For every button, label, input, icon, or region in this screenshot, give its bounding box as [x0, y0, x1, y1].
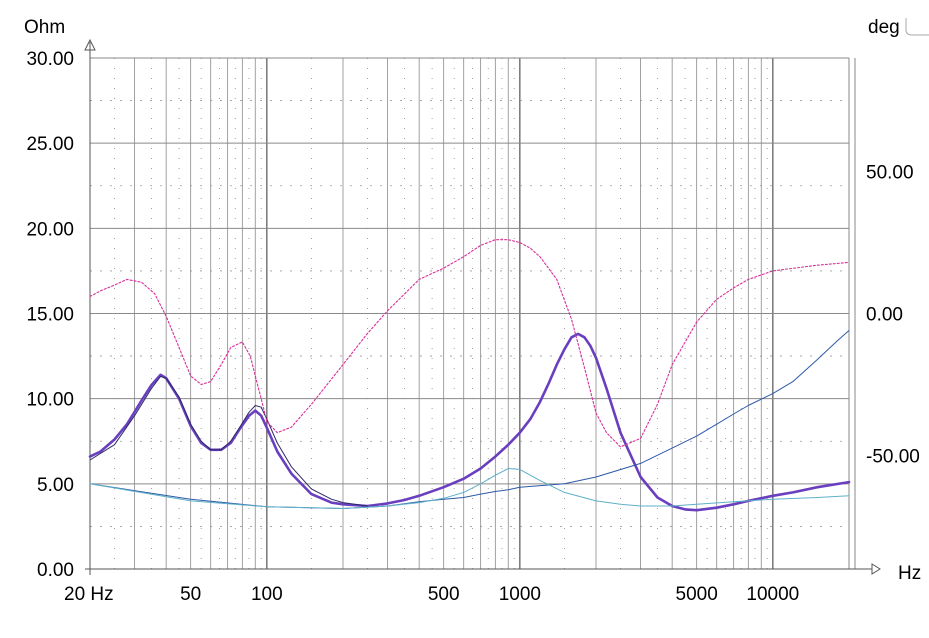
x-axis-arrow — [871, 563, 881, 575]
x-tick-label: 500 — [428, 584, 460, 605]
x-tick-label: 20 Hz — [64, 584, 114, 605]
corner-bracket — [905, 18, 929, 36]
left-tick-label: 5.00 — [37, 475, 74, 496]
right-axis-unit: deg — [868, 17, 900, 38]
left-tick-label: 20.00 — [26, 219, 74, 240]
series-line — [89, 376, 368, 507]
series-line — [89, 330, 850, 509]
left-tick-label: 10.00 — [26, 390, 74, 411]
y-axis-arrow — [84, 38, 96, 51]
left-tick-label: 15.00 — [26, 305, 74, 326]
x-tick-label: 50 — [180, 584, 201, 605]
series-line — [88, 332, 851, 512]
series-line — [89, 239, 850, 448]
grid — [89, 57, 856, 570]
x-tick-label: 10000 — [746, 584, 799, 605]
right-tick-label: 0.00 — [866, 305, 903, 326]
x-tick-label: 5000 — [676, 584, 718, 605]
x-tick-label: 100 — [251, 584, 283, 605]
left-tick-label: 0.00 — [37, 560, 74, 581]
left-tick-label: 30.00 — [26, 49, 74, 70]
series-line — [89, 468, 850, 509]
left-axis-unit: Ohm — [24, 17, 65, 38]
x-tick-label: 1000 — [499, 584, 541, 605]
right-tick-label: 50.00 — [866, 163, 914, 184]
axes — [84, 18, 929, 575]
x-axis-unit: Hz — [898, 563, 921, 584]
right-tick-label: -50.00 — [866, 446, 920, 467]
left-tick-label: 25.00 — [26, 134, 74, 155]
tick-labels: 0.00 5.00 10.00 15.00 20.00 25.00 30.00 -50.00 0… — [26, 49, 919, 605]
series-group — [88, 239, 851, 512]
